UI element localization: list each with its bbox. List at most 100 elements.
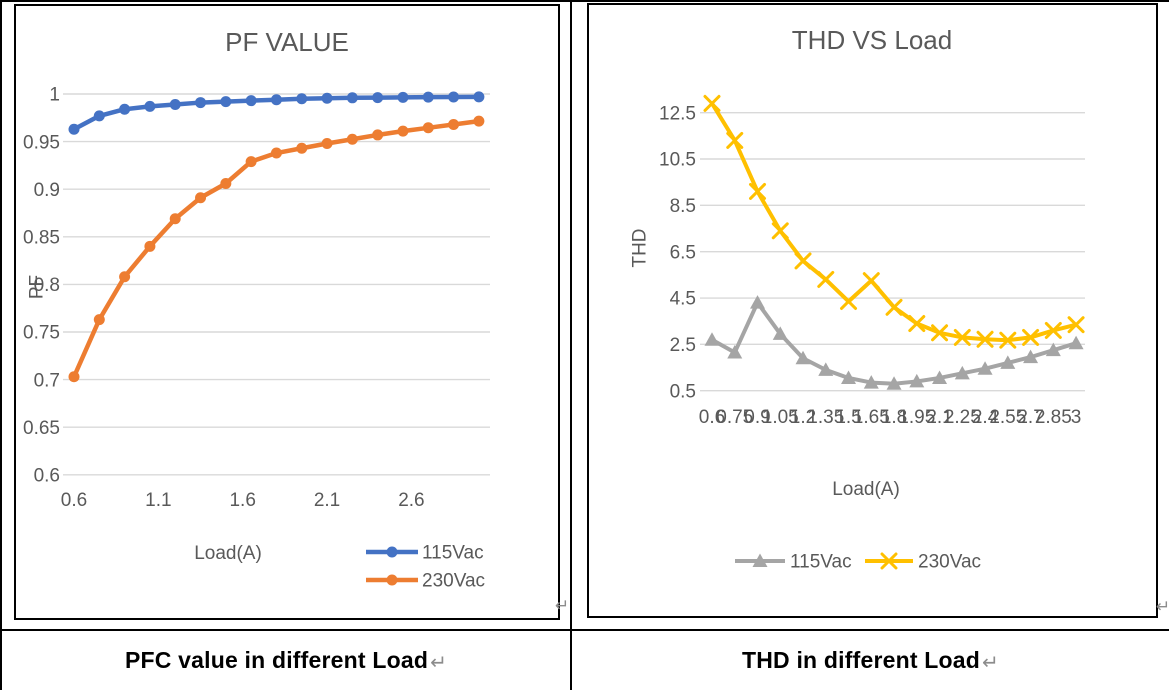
data-point-marker xyxy=(321,138,333,150)
x-tick-label: 3 xyxy=(1071,407,1082,428)
x-tick-label: 2.4 xyxy=(972,407,999,428)
data-point-marker xyxy=(1068,335,1084,350)
data-point-marker xyxy=(841,370,857,384)
y-tick-label: 10.5 xyxy=(659,150,696,171)
data-point-marker xyxy=(886,376,902,390)
data-point-marker xyxy=(93,110,105,122)
data-point-marker xyxy=(953,328,971,346)
x-tick-label: 1.2 xyxy=(790,407,816,428)
x-tick-label: 2.25 xyxy=(944,407,981,428)
data-point-marker xyxy=(93,314,105,326)
data-point-marker xyxy=(270,147,282,159)
legend-label: 115Vac xyxy=(422,543,484,564)
data-point-marker xyxy=(1045,342,1061,357)
data-point-marker xyxy=(954,365,970,380)
data-point-marker xyxy=(346,92,358,104)
y-tick-label: 0.85 xyxy=(23,227,60,248)
data-point-marker xyxy=(1067,316,1085,334)
legend-marker xyxy=(386,546,398,558)
table-column-divider xyxy=(570,0,572,690)
data-point-marker xyxy=(817,270,835,288)
data-point-marker xyxy=(750,295,766,309)
x-tick-label: 0.6 xyxy=(61,490,87,511)
caption-cell-left: PFC value in different Load ↵ xyxy=(2,631,570,690)
x-tick-label: 2.85 xyxy=(1035,407,1072,428)
data-point-marker xyxy=(704,332,720,346)
y-axis-title: PF xyxy=(27,275,48,299)
data-point-marker xyxy=(397,125,409,137)
thd-vs-load-chart[interactable]: 12.5 10.5 8.5 6.5 4.5 2.5 0.5 0.6 0.75 0.9 1.05 1.2… xyxy=(587,3,1158,618)
data-point-marker xyxy=(422,91,434,103)
data-point-marker xyxy=(840,292,858,310)
legend-label: 115Vac xyxy=(790,552,852,573)
legend-label: 230Vac xyxy=(422,571,485,592)
y-tick-label: 2.5 xyxy=(670,335,696,356)
x-tick-label: 1.05 xyxy=(762,407,799,428)
y-tick-label: 0.95 xyxy=(23,132,60,153)
x-axis-title: Load(A) xyxy=(832,479,900,500)
data-point-marker xyxy=(296,142,308,154)
data-point-marker xyxy=(909,373,925,388)
y-tick-label: 0.7 xyxy=(34,370,60,391)
data-point-marker xyxy=(448,118,460,130)
data-point-marker xyxy=(220,96,232,108)
data-point-marker xyxy=(932,370,948,384)
line-break-mark-icon: ↵ xyxy=(982,652,999,674)
x-tick-label: 1.8 xyxy=(881,407,907,428)
data-point-marker xyxy=(727,344,743,359)
data-point-marker xyxy=(296,93,308,105)
chart-title: THD VS Load xyxy=(792,25,952,55)
pf-value-chart[interactable]: 1 0.95 0.9 0.85 0.8 0.75 0.7 0.65 0.6 0.6 1.1 1.6 2.… xyxy=(14,4,560,620)
table-row-divider xyxy=(0,629,1169,631)
data-point-marker xyxy=(862,272,880,290)
y-tick-label: 0.65 xyxy=(23,418,60,439)
legend-marker xyxy=(386,574,398,586)
table-border-left xyxy=(0,0,2,690)
data-point-marker xyxy=(119,103,131,115)
data-point-marker xyxy=(1022,328,1040,346)
legend-marker xyxy=(880,552,898,570)
x-tick-label: 2.1 xyxy=(314,490,340,511)
data-point-marker xyxy=(976,330,994,348)
data-point-marker xyxy=(473,115,485,127)
x-tick-label: 2.1 xyxy=(926,407,952,428)
data-point-marker xyxy=(372,129,384,141)
line-break-mark-icon: ↵ xyxy=(430,652,448,674)
data-point-marker xyxy=(931,324,949,342)
data-point-marker xyxy=(119,271,131,283)
data-point-marker xyxy=(999,331,1017,349)
x-tick-label: 0.75 xyxy=(716,407,753,428)
data-point-marker xyxy=(220,177,232,189)
data-point-marker xyxy=(795,350,811,365)
thd-vs-load-chart-canvas: 12.5 10.5 8.5 6.5 4.5 2.5 0.50.60.750.91.051.2… xyxy=(630,25,1085,573)
data-point-marker xyxy=(863,375,879,389)
chart-title: PF VALUE xyxy=(225,27,349,57)
data-point-marker xyxy=(372,92,384,104)
data-point-marker xyxy=(473,91,485,103)
series-line-115Vac xyxy=(710,300,1079,386)
data-point-marker xyxy=(144,240,156,252)
data-point-marker xyxy=(772,326,788,340)
data-point-marker xyxy=(977,361,993,375)
data-point-marker xyxy=(794,252,812,270)
data-point-marker xyxy=(68,371,80,383)
y-tick-label: 4.5 xyxy=(670,289,696,310)
y-tick-label: 0.9 xyxy=(34,180,60,201)
data-point-marker xyxy=(245,95,257,107)
y-tick-label: 0.75 xyxy=(23,323,60,344)
y-axis-title: THD xyxy=(630,228,651,267)
data-point-marker xyxy=(195,97,207,109)
data-point-marker xyxy=(1044,321,1062,339)
x-axis-title: Load(A) xyxy=(194,543,262,564)
y-tick-label: 1 xyxy=(49,85,60,106)
data-point-marker xyxy=(169,213,181,225)
data-point-marker xyxy=(144,100,156,112)
y-tick-label: 0.5 xyxy=(670,381,696,402)
x-tick-label: 2.55 xyxy=(989,407,1026,428)
end-of-cell-mark-right: ↵ xyxy=(1156,597,1169,616)
x-tick-label: 1.35 xyxy=(807,407,844,428)
legend-label: 230Vac xyxy=(918,552,981,573)
x-tick-label: 1.6 xyxy=(229,490,255,511)
x-tick-label: 1.5 xyxy=(835,407,861,428)
